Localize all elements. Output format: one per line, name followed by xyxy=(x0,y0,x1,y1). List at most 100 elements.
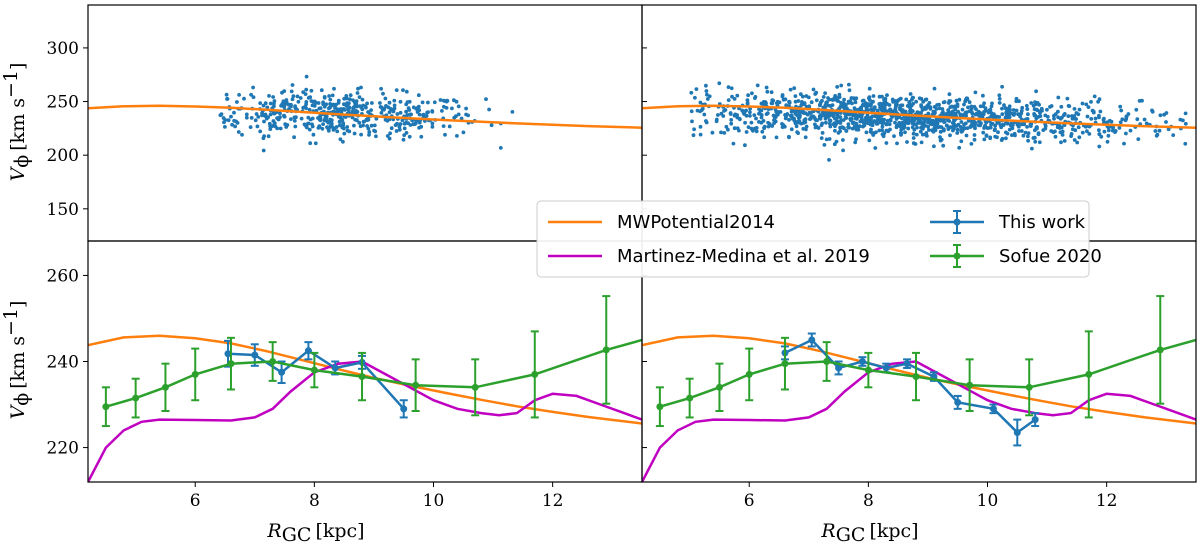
scatter-point xyxy=(698,124,703,129)
scatter-point xyxy=(914,132,919,137)
scatter-point xyxy=(904,97,909,102)
scatter-point xyxy=(1074,117,1078,121)
scatter-point xyxy=(424,114,429,118)
scatter-point xyxy=(354,109,358,113)
scatter-point xyxy=(358,124,363,129)
scatter-point xyxy=(301,90,306,94)
scatter-point xyxy=(984,120,989,125)
scatter-point xyxy=(763,100,768,104)
scatter-point xyxy=(263,112,268,117)
panel-top-left: 150 200 250 300 xyxy=(47,4,643,242)
scatter-point xyxy=(840,125,845,130)
scatter-point xyxy=(348,93,353,98)
scatter-point xyxy=(367,130,372,134)
scatter-point xyxy=(907,100,912,105)
scatter-point xyxy=(1084,102,1089,107)
scatter-point xyxy=(489,123,494,128)
scatter-point xyxy=(262,119,266,124)
scatter-point xyxy=(935,121,940,126)
scatter-point xyxy=(1010,126,1015,131)
scatter-point xyxy=(328,97,333,102)
series-sofue-2020 xyxy=(655,295,1196,428)
scatter-point xyxy=(1072,107,1077,111)
scatter-point xyxy=(419,134,424,139)
scatter-point xyxy=(430,109,435,114)
scatter-point xyxy=(909,118,913,123)
scatter-point xyxy=(911,131,916,136)
scatter-point xyxy=(1000,112,1005,117)
data-point xyxy=(1031,416,1039,424)
scatter-point xyxy=(1080,130,1085,135)
scatter-point xyxy=(1097,113,1101,118)
scatter-point xyxy=(1142,117,1147,122)
scatter-point xyxy=(261,103,266,108)
scatter-point xyxy=(865,113,870,117)
scatter-point xyxy=(972,133,977,137)
scatter-point xyxy=(885,101,889,106)
scatter-point xyxy=(1097,132,1102,137)
scatter-point xyxy=(938,117,943,122)
scatter-point xyxy=(251,95,256,100)
scatter-point xyxy=(356,86,360,91)
scatter-point xyxy=(970,112,975,116)
scatter-point xyxy=(775,110,780,115)
data-point xyxy=(656,403,664,411)
scatter-point xyxy=(367,133,371,137)
scatter-point xyxy=(1086,105,1091,109)
scatter-point xyxy=(405,100,410,104)
scatter-point xyxy=(254,112,259,116)
scatter-point xyxy=(1089,117,1094,121)
scatter-point xyxy=(351,98,355,103)
scatter-point xyxy=(1025,125,1029,129)
scatter-point xyxy=(957,97,962,102)
scatter-point xyxy=(999,125,1004,130)
scatter-point xyxy=(337,119,342,124)
data-point xyxy=(471,383,479,391)
scatter-point xyxy=(819,136,824,141)
scatter-point xyxy=(1135,117,1140,122)
scatter-point xyxy=(1018,114,1022,119)
scatter-point xyxy=(510,110,515,114)
scatter-point xyxy=(258,101,263,105)
scatter-point xyxy=(814,124,819,129)
scatter-point xyxy=(839,102,844,107)
scatter-point xyxy=(931,129,936,134)
scatter-point xyxy=(871,131,876,136)
scatter-point xyxy=(822,143,827,147)
data-point xyxy=(1013,429,1021,437)
scatter-point xyxy=(847,88,852,93)
scatter-point xyxy=(790,115,794,120)
scatter-point xyxy=(261,148,266,153)
scatter-point xyxy=(787,134,791,139)
scatter-point xyxy=(967,109,972,114)
series-line xyxy=(642,334,1196,425)
scatter-point xyxy=(861,98,866,103)
scatter-point xyxy=(268,101,273,106)
scatter-point xyxy=(419,124,424,129)
scatter-point xyxy=(290,97,295,102)
scatter-point xyxy=(981,130,986,135)
data-point xyxy=(835,364,843,372)
scatter-point xyxy=(691,133,696,138)
scatter-point xyxy=(372,128,376,133)
scatter-point xyxy=(369,108,373,112)
scatter-point xyxy=(341,121,346,126)
scatter-point xyxy=(866,102,871,106)
scatter-point xyxy=(897,97,901,102)
data-point xyxy=(864,366,872,374)
axis-labels: RGC [kpc] RGC [kpc] Vϕ[km s−1] Vϕ[km s−1] xyxy=(0,63,919,546)
scatter-point xyxy=(345,96,349,101)
scatter-point xyxy=(989,122,993,127)
plot-area xyxy=(642,295,1196,482)
scatter-point xyxy=(1033,100,1037,104)
scatter-point xyxy=(863,118,868,123)
scatter-point xyxy=(1070,127,1075,132)
scatter-point xyxy=(931,109,936,114)
scatter-point xyxy=(793,99,798,104)
scatter-point xyxy=(827,121,832,126)
scatter-point xyxy=(903,130,907,135)
scatter-point xyxy=(1031,103,1036,108)
scatter-point xyxy=(307,127,312,132)
scatter-point xyxy=(903,115,908,120)
scatter-point xyxy=(1110,128,1115,133)
